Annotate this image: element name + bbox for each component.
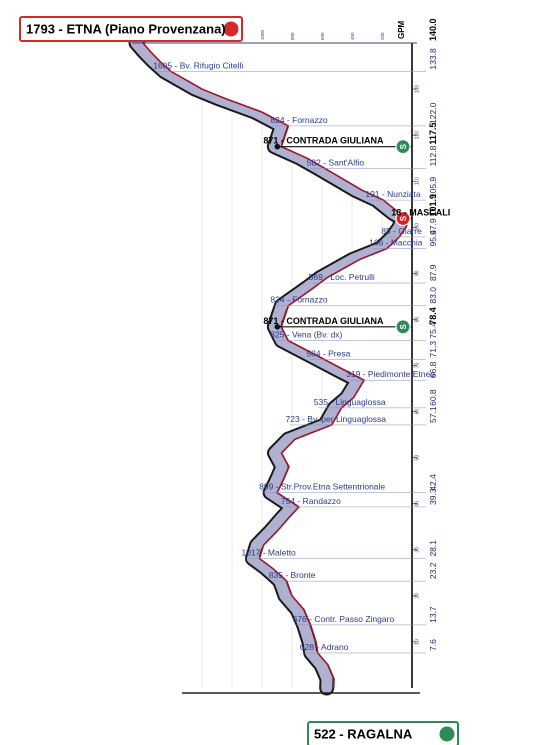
place-name-label: 319 - Piedimonte Etneo (346, 369, 435, 379)
place-name-label: 191 - Nunziata (365, 189, 421, 199)
place-km-label: 23.2 (428, 562, 438, 579)
badge-frame (307, 721, 459, 745)
marker-layer: S 78.4 871 - CONTRADA GIULIANA S 101.918 - M… (263, 18, 450, 335)
badge-text: 522 - RAGALNA (314, 727, 413, 742)
place-km-label: 66.8 (428, 361, 438, 378)
km-tick-label: 80 (415, 316, 421, 322)
sprint-marker-icon (395, 139, 411, 155)
sprint-marker-letter: S (399, 143, 408, 149)
place-name-label: 1017 - Maletto (241, 548, 296, 558)
sprint-marker-icon (395, 210, 411, 227)
profile-area (143, 43, 412, 688)
altitude-tick-label: 200 (380, 32, 385, 40)
place-name-label: 584 - Presa (306, 349, 350, 359)
tick-layer: 10 20 30 40 50 60 70 80 90 100 110 120 130 (132, 42, 421, 694)
place-name-label: 899 - Str.Prov.Etna Settentrionale (259, 482, 385, 492)
place-km-label: 13.7 (428, 606, 438, 623)
key-point-km-label: 101.9 (428, 194, 438, 217)
km-tick-label: 30 (415, 547, 421, 553)
place-name-label: 582 - Sant'Alfio (307, 157, 365, 167)
km-tick-label: 60 (415, 409, 421, 415)
place-km-label: 71.3 (428, 341, 438, 358)
km-tick-label: 130 (415, 85, 421, 94)
place-name-label: 628 - Adrano (300, 642, 349, 652)
key-point-name-label: 871 - CONTRADA GIULIANA (263, 136, 384, 146)
km-tick-label: 50 (415, 455, 421, 461)
sprint-marker-icon (395, 319, 411, 335)
altitude-tick-label: 800 (290, 32, 295, 40)
place-name-label: 824 - Fornazzo (270, 115, 327, 125)
km-tick-label: 10 (415, 639, 421, 645)
place-km-label: 97.9 (428, 218, 438, 235)
key-point-dot (274, 143, 281, 150)
place-km-label: 75.4 (428, 322, 438, 339)
place-km-label: 42.4 (428, 474, 438, 491)
sprint-marker-letter: S (399, 215, 408, 221)
finish-badge-icon (223, 21, 239, 37)
km-tick-label: 110 (415, 177, 421, 185)
badge-frame (19, 16, 243, 42)
place-km-label: 122.0 (428, 102, 438, 124)
altitude-tick-label: 600 (320, 32, 325, 40)
key-point-km-label: 78.4 (428, 307, 438, 325)
place-km-label: 95.4 (428, 230, 438, 247)
total-distance-label: 140.0 (428, 18, 438, 41)
key-point-name-label: 871 - CONTRADA GIULIANA (263, 316, 384, 326)
km-tick-label: 70 (415, 363, 421, 369)
place-name-label: 535 - Linguaglossa (314, 397, 386, 407)
place-km-label: 105.9 (428, 177, 438, 199)
place-name-label: 825 - Vena (Bv. dx) (270, 330, 342, 340)
start-badge-icon (439, 726, 455, 742)
sprint-marker-letter: S (399, 323, 408, 329)
place-name-label: 1605 - Bv. Rifugio Citelli (153, 61, 243, 71)
place-km-label: 39.3 (428, 488, 438, 505)
km-tick-label: 90 (415, 270, 421, 276)
key-point-dot (274, 323, 281, 330)
place-km-label: 133.8 (428, 48, 438, 70)
km-tick-label: 120 (415, 131, 421, 140)
place-label-layer: 7.6 628 - Adrano 13.7 676 - Contr. Passo Zi… (153, 48, 438, 654)
sprint-marker-label: GPM (397, 20, 406, 39)
key-point-km-label: 117.5 (428, 123, 438, 145)
profile-line (142, 42, 411, 689)
place-name-label: 676 - Contr. Passo Zingaro (293, 614, 395, 624)
place-name-label: 723 - Bv. per Linguaglossa (286, 414, 387, 424)
km-tick-label: 20 (415, 593, 421, 599)
place-name-label: 824 - Fornazzo (270, 295, 327, 305)
badge-text: 1793 - ETNA (Piano Provenzana) (26, 22, 226, 37)
place-km-label: 83.0 (428, 287, 438, 304)
place-name-label: 754 - Randazzo (281, 496, 341, 506)
altitude-tick-label: 1000 (260, 29, 265, 40)
place-km-label: 7.6 (428, 639, 438, 651)
badge-layer: 522 - RAGALNA 1793 - ETNA (Piano Provenza… (19, 16, 459, 745)
badge-group: 1793 - ETNA (Piano Provenzana) (19, 16, 243, 42)
place-name-label: 835 - Bronte (269, 570, 316, 580)
badge-group: 522 - RAGALNA (307, 721, 459, 745)
place-name-label: 85 - Giarre (381, 226, 422, 236)
key-point-name-label: 18 - MASCALI (391, 208, 450, 218)
place-name-label: 569 - Loc. Petrulli (309, 272, 375, 282)
place-name-label: 166 - Macchia (369, 237, 423, 247)
place-km-label: 57.1 (428, 406, 438, 423)
km-tick-label: 40 (415, 501, 421, 507)
km-tick-label: 100 (415, 223, 421, 232)
altitude-tick-label: 400 (350, 32, 355, 40)
place-km-label: 87.9 (428, 264, 438, 281)
place-km-label: 112.8 (428, 145, 438, 166)
place-km-label: 60.8 (428, 389, 438, 406)
place-km-label: 28.1 (428, 540, 438, 557)
